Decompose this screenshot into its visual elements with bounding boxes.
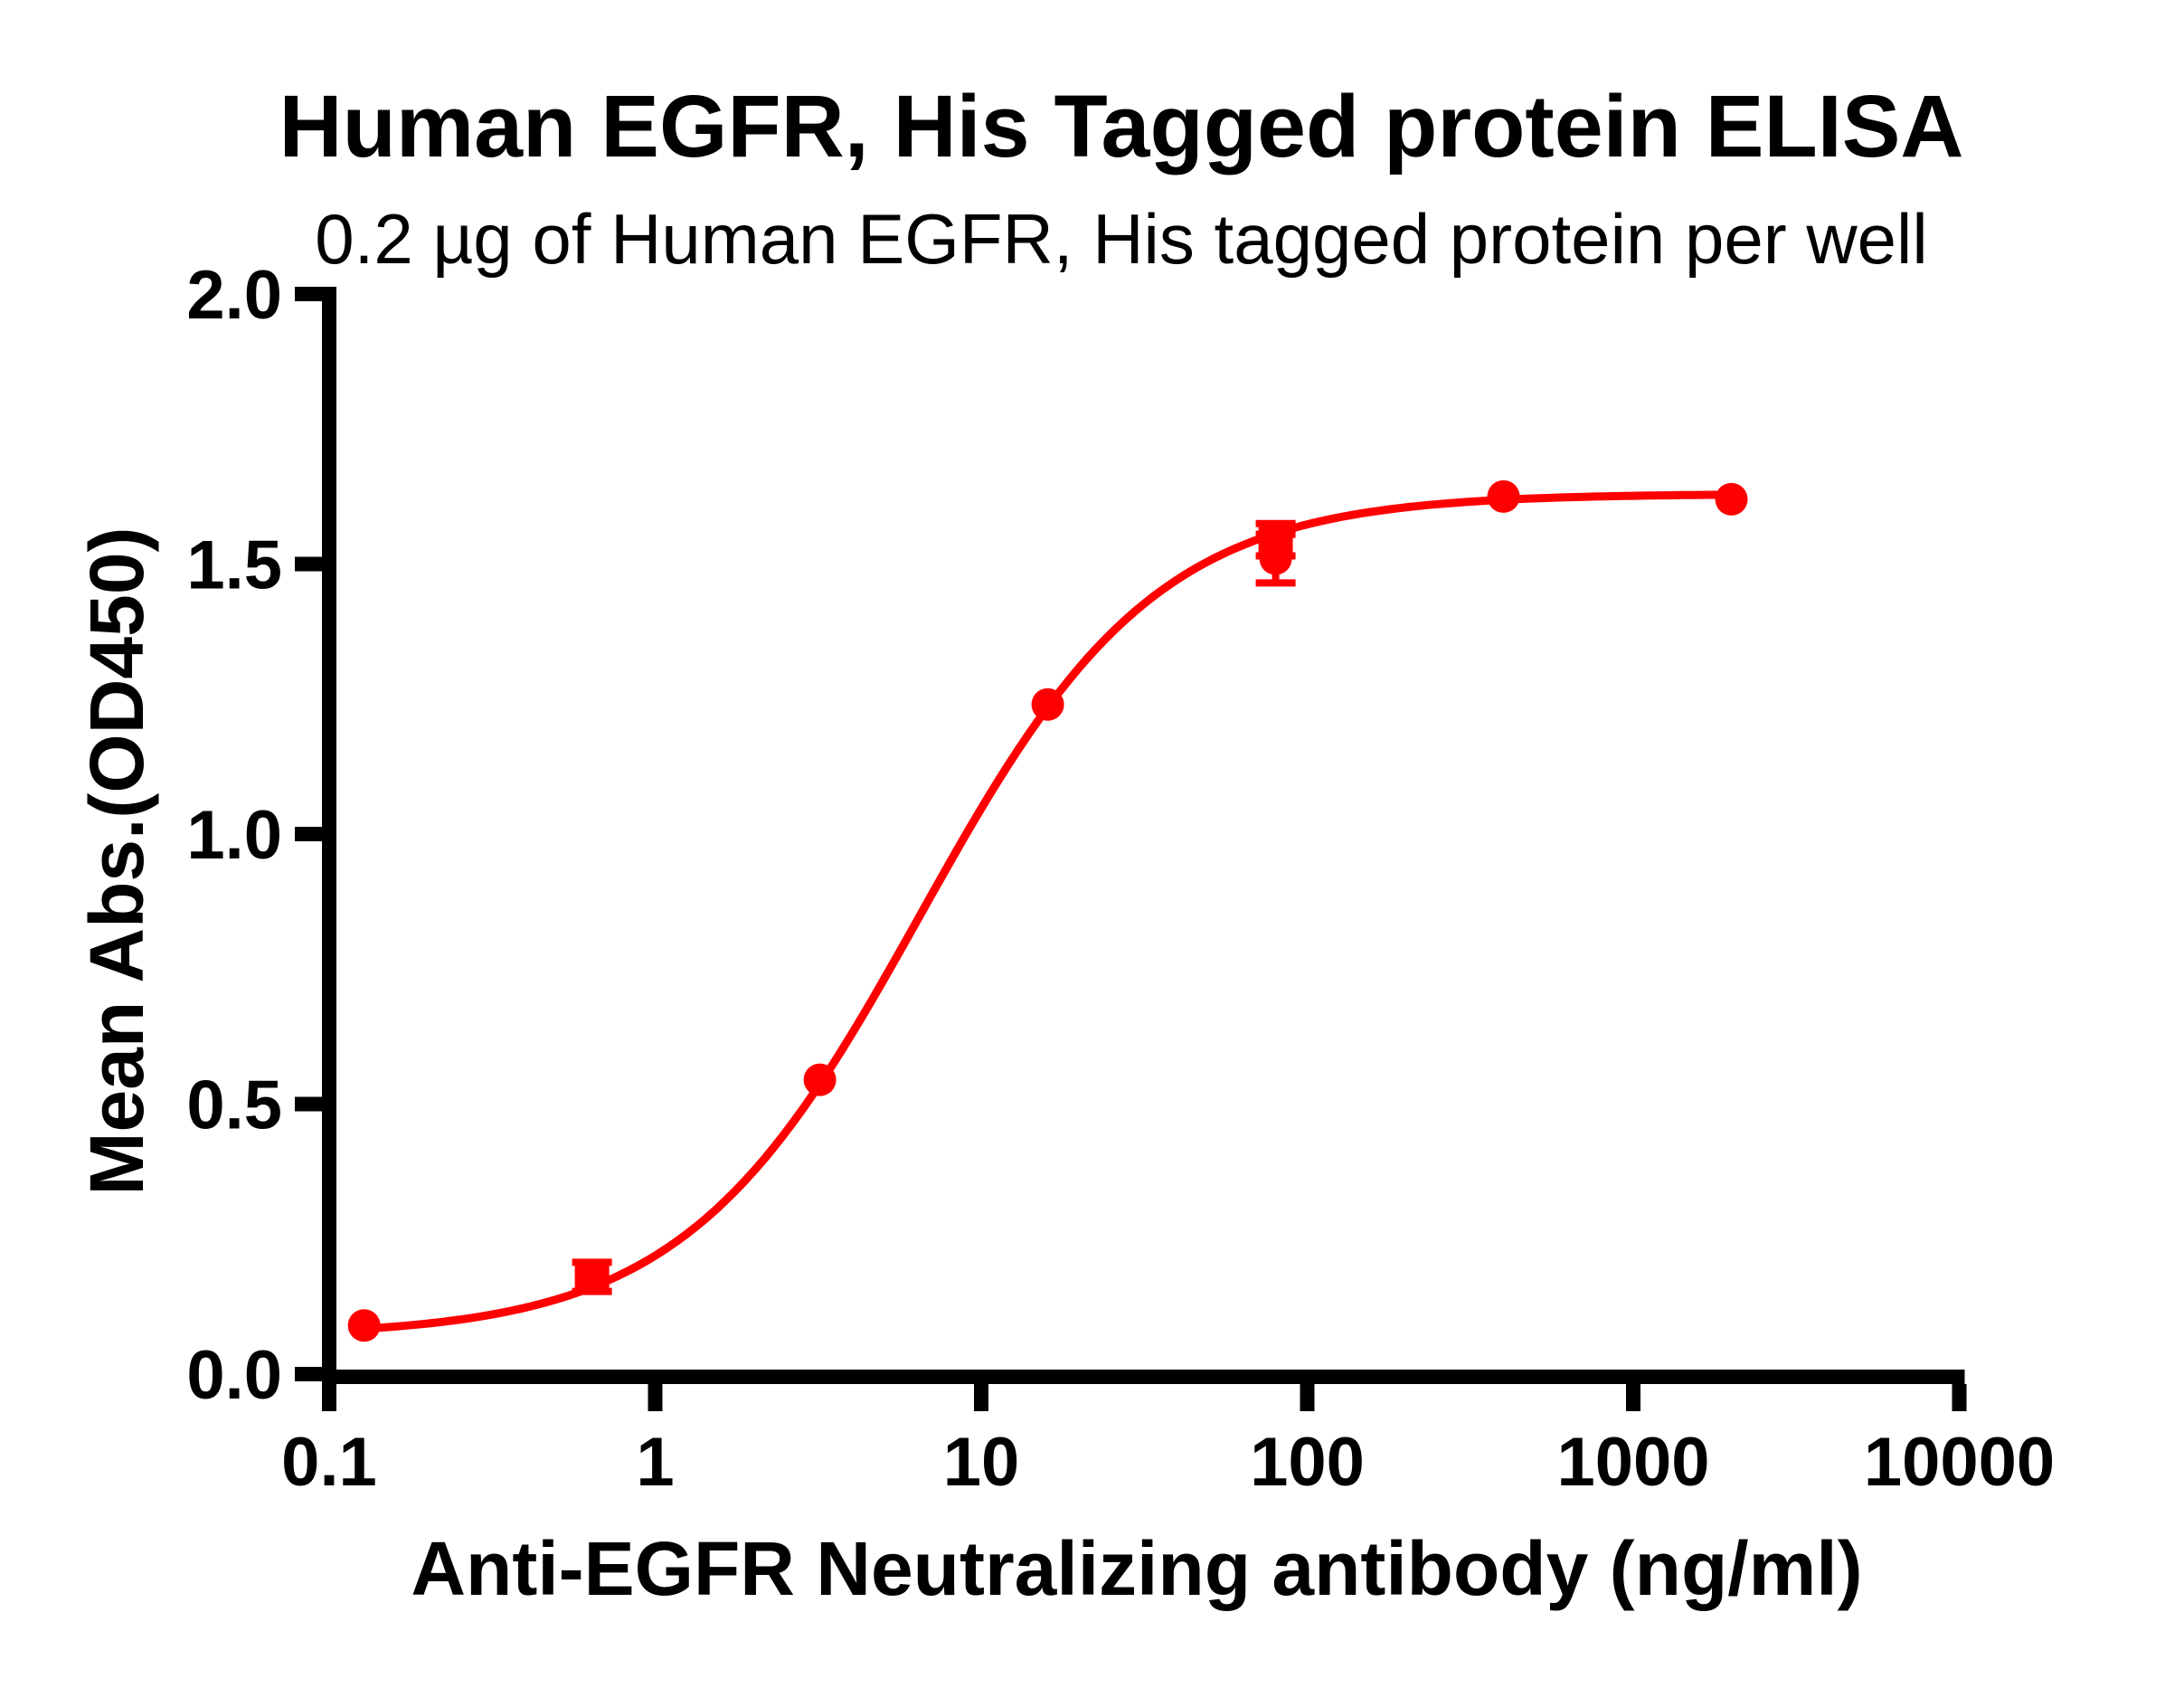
- x-tick-label: 1: [636, 1424, 674, 1501]
- x-tick-label: 10000: [1864, 1424, 2055, 1501]
- axis-lines: [322, 287, 1965, 1384]
- x-tick-label: 10: [943, 1424, 1020, 1501]
- y-tick-label: 0.5: [186, 1067, 282, 1144]
- y-tick-label: 2.0: [186, 257, 282, 334]
- error-bars: [572, 519, 1296, 1295]
- y-axis-ticks: 0.0 0.5 1.0 1.5 2.0: [186, 257, 322, 1414]
- data-point-circle: [1487, 479, 1520, 513]
- y-axis-title: Mean Abs.(OD450): [74, 526, 159, 1195]
- data-point-circle: [347, 1309, 381, 1342]
- x-axis-title: Anti-EGFR Neutralizing antibody (ng/ml): [411, 1526, 1862, 1611]
- fit-curve: [360, 490, 1735, 1333]
- data-point-circle: [1259, 542, 1292, 575]
- x-tick-label: 0.1: [281, 1424, 377, 1501]
- x-tick-label: 100: [1250, 1424, 1365, 1501]
- y-tick-label: 0.0: [186, 1337, 282, 1414]
- data-point-circle: [1715, 482, 1748, 516]
- data-point-circle: [1031, 688, 1064, 721]
- x-tick-label: 1000: [1556, 1424, 1709, 1501]
- y-tick-label: 1.0: [186, 797, 282, 874]
- data-point-circle: [803, 1063, 837, 1096]
- data-point-square: [574, 1259, 610, 1294]
- chart-subtitle: 0.2 µg of Human EGFR, His tagged protein…: [315, 199, 1927, 279]
- data-points: [347, 479, 1748, 1342]
- chart-title: Human EGFR, His Tagged protein ELISA: [279, 77, 1964, 175]
- y-tick-label: 1.5: [186, 527, 282, 604]
- fit-curve-path: [360, 490, 1735, 1333]
- x-axis-ticks: 0.1 1 10 100 1000 10000: [281, 1384, 2055, 1501]
